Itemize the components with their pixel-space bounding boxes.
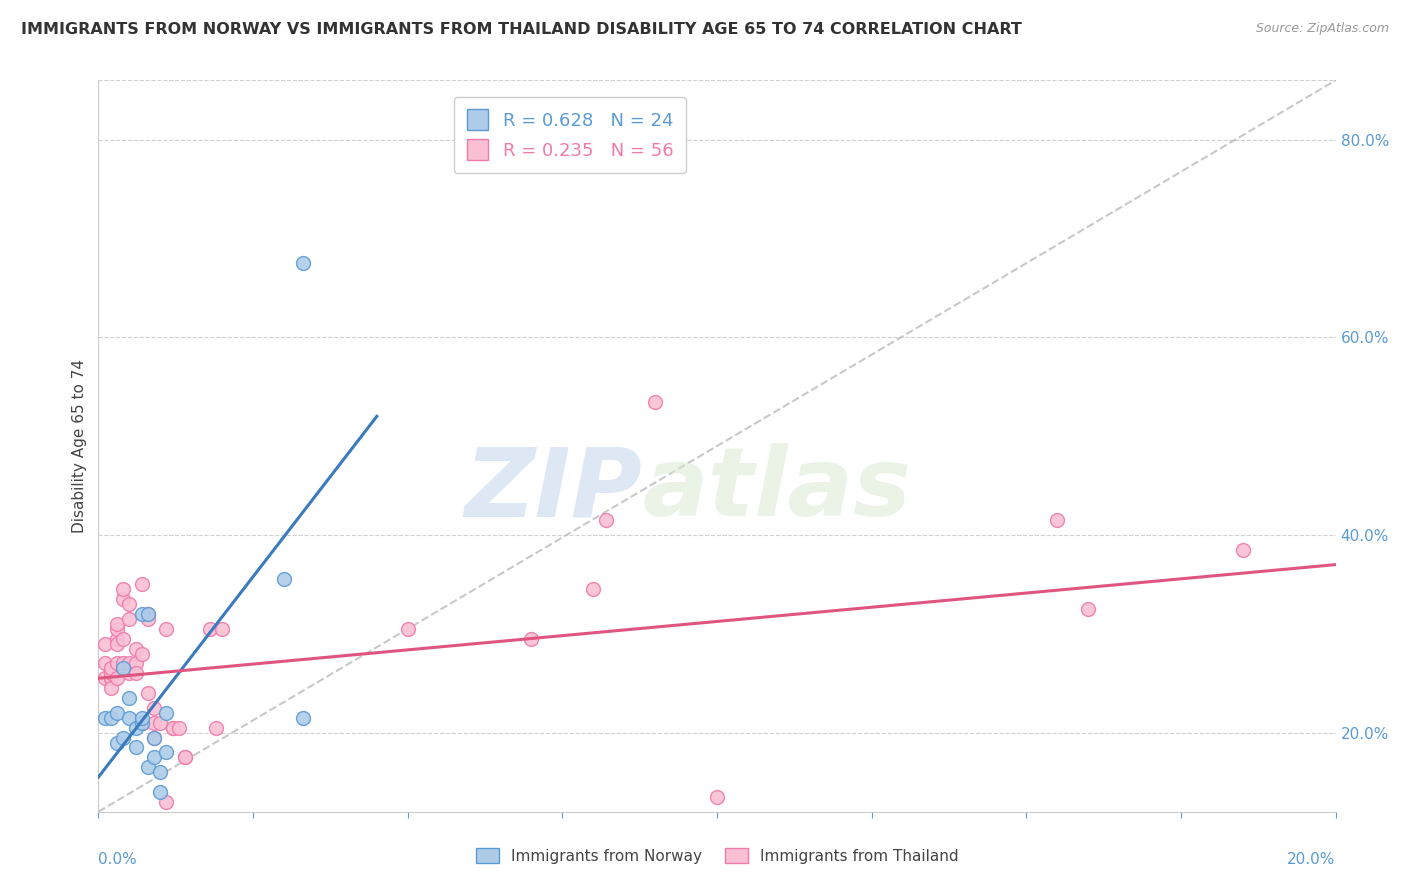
Text: ZIP: ZIP (465, 443, 643, 536)
Point (143, 731, 166, 745)
Point (105, 706, 128, 720)
Point (112, 657, 135, 671)
Point (124, 641, 146, 656)
Point (118, 597, 141, 611)
Point (155, 622, 177, 636)
Point (112, 661, 135, 675)
Point (706, 789, 728, 804)
Point (124, 666, 146, 681)
Point (118, 666, 141, 681)
Point (112, 582, 135, 597)
Point (211, 622, 233, 636)
Point (136, 607, 159, 621)
Point (131, 577, 153, 591)
Point (143, 701, 166, 715)
Point (93, 671, 115, 685)
Point (100, 671, 122, 685)
Point (291, 711, 314, 725)
Point (143, 715, 166, 730)
Point (100, 711, 122, 725)
Text: 0.0%: 0.0% (98, 852, 138, 867)
Legend: Immigrants from Norway, Immigrants from Thailand: Immigrants from Norway, Immigrants from … (470, 842, 965, 870)
Point (124, 721, 146, 735)
Point (149, 765, 172, 780)
Point (93, 637, 115, 651)
Point (136, 612, 159, 626)
Point (105, 632, 128, 646)
Point (136, 607, 159, 621)
Point (143, 750, 166, 764)
Point (105, 735, 128, 749)
Point (595, 513, 617, 527)
Point (124, 657, 146, 671)
Point (100, 666, 122, 681)
Point (291, 256, 314, 270)
Point (124, 740, 146, 755)
Point (396, 622, 419, 636)
Point (1077, 602, 1099, 616)
Point (1046, 513, 1069, 527)
Point (582, 582, 605, 597)
Point (131, 715, 153, 730)
Point (149, 785, 172, 799)
Point (143, 731, 166, 745)
Point (105, 637, 128, 651)
Point (155, 795, 177, 809)
Point (174, 750, 197, 764)
Point (136, 760, 159, 774)
Point (112, 632, 135, 646)
Point (131, 715, 153, 730)
Point (155, 746, 177, 760)
Point (149, 715, 172, 730)
Point (118, 657, 141, 671)
Text: atlas: atlas (643, 443, 912, 536)
Point (273, 573, 295, 587)
Point (100, 681, 122, 695)
Point (118, 612, 141, 626)
Text: IMMIGRANTS FROM NORWAY VS IMMIGRANTS FROM THAILAND DISABILITY AGE 65 TO 74 CORRE: IMMIGRANTS FROM NORWAY VS IMMIGRANTS FRO… (21, 22, 1022, 37)
Point (112, 592, 135, 607)
Point (118, 711, 141, 725)
Point (131, 711, 153, 725)
Point (520, 632, 543, 646)
Point (112, 731, 135, 745)
Text: 20.0%: 20.0% (1288, 852, 1336, 867)
Point (93, 711, 115, 725)
Point (167, 721, 190, 735)
Point (131, 607, 153, 621)
Point (105, 671, 128, 685)
Point (105, 622, 128, 636)
Point (162, 721, 184, 735)
Text: Source: ZipAtlas.com: Source: ZipAtlas.com (1256, 22, 1389, 36)
Point (100, 671, 122, 685)
Point (1232, 542, 1254, 557)
Point (131, 647, 153, 661)
Y-axis label: Disability Age 65 to 74: Disability Age 65 to 74 (72, 359, 87, 533)
Point (105, 657, 128, 671)
Point (93, 657, 115, 671)
Point (155, 706, 177, 720)
Point (205, 721, 228, 735)
Point (174, 750, 197, 764)
Point (105, 616, 128, 631)
Point (131, 715, 153, 730)
Point (100, 661, 122, 675)
Point (198, 622, 221, 636)
Point (100, 666, 122, 681)
Point (162, 721, 184, 735)
Point (136, 686, 159, 700)
Point (644, 394, 666, 409)
Point (118, 691, 141, 706)
